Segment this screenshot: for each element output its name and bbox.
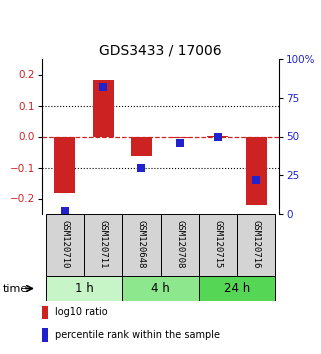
- Bar: [131, 137, 152, 156]
- Title: GDS3433 / 17006: GDS3433 / 17006: [99, 44, 222, 58]
- Bar: [237, 214, 275, 276]
- Bar: [169, 137, 190, 138]
- Text: time: time: [3, 284, 29, 293]
- Text: 1 h: 1 h: [75, 282, 93, 295]
- Text: log10 ratio: log10 ratio: [55, 307, 108, 317]
- Bar: [93, 80, 114, 137]
- Bar: [246, 137, 266, 205]
- Bar: [42, 306, 48, 319]
- Text: GSM120715: GSM120715: [213, 219, 222, 268]
- Bar: [46, 276, 122, 301]
- Text: percentile rank within the sample: percentile rank within the sample: [55, 330, 220, 340]
- Point: [177, 140, 182, 145]
- Bar: [55, 137, 75, 193]
- Text: GSM120708: GSM120708: [175, 219, 184, 268]
- Bar: [199, 214, 237, 276]
- Point: [254, 177, 259, 183]
- Text: GSM120710: GSM120710: [60, 219, 69, 268]
- Bar: [160, 214, 199, 276]
- Text: GSM120711: GSM120711: [99, 219, 108, 268]
- Point: [139, 165, 144, 170]
- Text: GSM120648: GSM120648: [137, 219, 146, 268]
- Bar: [207, 136, 228, 137]
- Bar: [84, 214, 122, 276]
- Text: GSM120716: GSM120716: [252, 219, 261, 268]
- Point: [100, 84, 106, 90]
- Text: 24 h: 24 h: [224, 282, 250, 295]
- Point: [62, 208, 67, 214]
- Point: [215, 134, 221, 139]
- Bar: [122, 214, 160, 276]
- Bar: [122, 276, 199, 301]
- Bar: [199, 276, 275, 301]
- Text: 4 h: 4 h: [151, 282, 170, 295]
- Bar: [46, 214, 84, 276]
- Bar: [42, 328, 48, 342]
